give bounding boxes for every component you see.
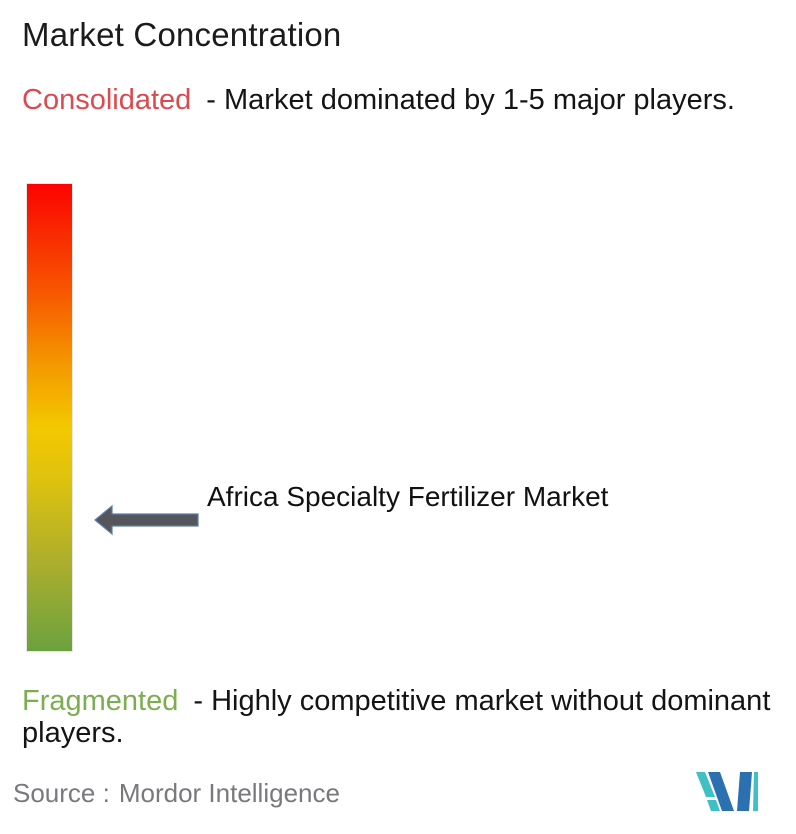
source-label: Source : [13, 778, 110, 808]
consolidated-text: - Market dominated by 1-5 major players. [206, 84, 735, 116]
fragmented-description: Fragmented - Highly competitive market wi… [22, 685, 796, 749]
consolidated-description: Consolidated - Market dominated by 1-5 ma… [22, 84, 764, 116]
fragmented-term: Fragmented [22, 685, 179, 717]
mordor-intelligence-logo-icon [696, 772, 758, 811]
page-title: Market Concentration [22, 16, 342, 53]
left-arrow-icon [94, 504, 199, 536]
source-attribution: Source : Mordor Intelligence [13, 778, 340, 808]
consolidated-term: Consolidated [22, 84, 192, 116]
source-value: Mordor Intelligence [118, 778, 340, 808]
fragmented-text: - Highly competitive market without domi… [22, 685, 771, 749]
concentration-gradient-bar [26, 183, 73, 652]
market-annotation-label: Africa Specialty Fertilizer Market [207, 481, 609, 512]
